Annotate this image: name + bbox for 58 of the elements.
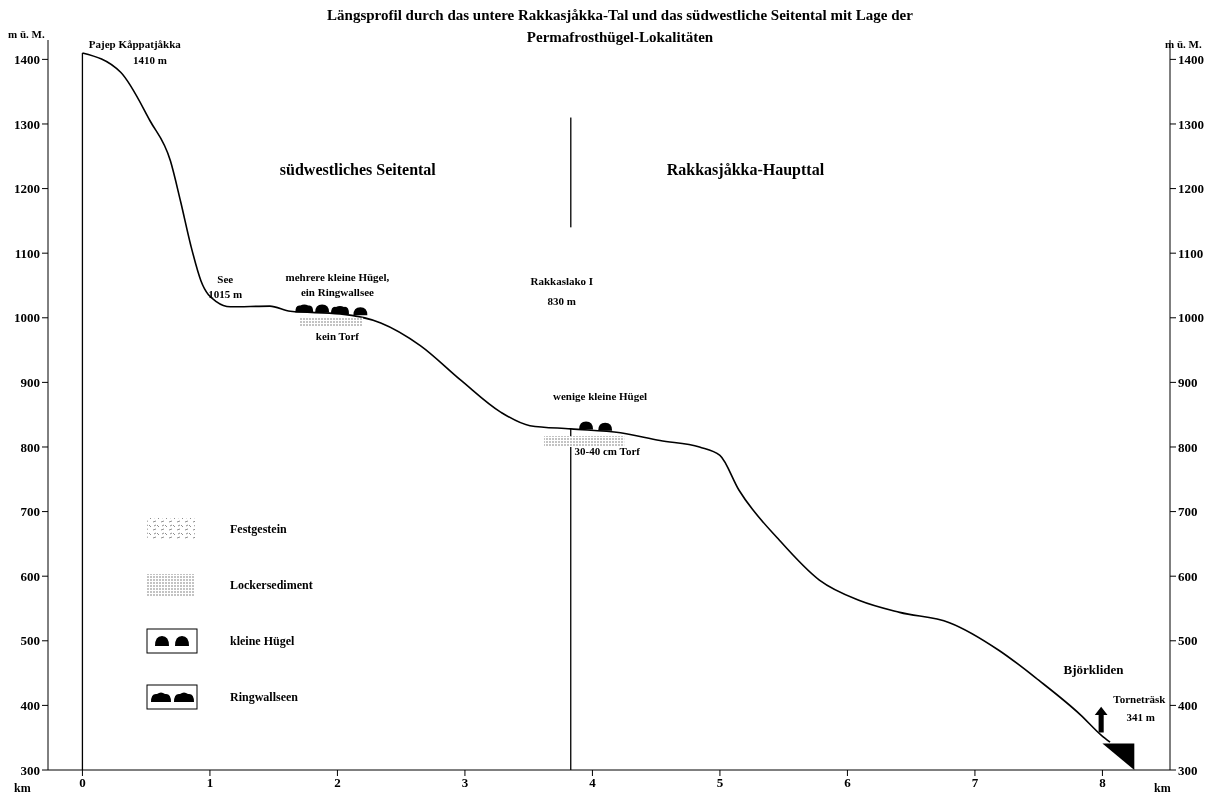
x-axis-title: km bbox=[1154, 781, 1171, 795]
annotation: Rakkaslako I bbox=[530, 274, 594, 287]
y2-axis-title: m ü. M. bbox=[1165, 38, 1202, 50]
y2-tick-label: 600 bbox=[1178, 568, 1198, 584]
y-tick-label: 1300 bbox=[14, 116, 40, 132]
annotation: wenige kleine Hügel bbox=[553, 390, 648, 403]
y-tick-label: 800 bbox=[20, 439, 40, 455]
annotation: Pajep Kåppatjåkka bbox=[88, 37, 182, 50]
x-tick-label: 2 bbox=[334, 775, 341, 791]
text: km bbox=[14, 781, 31, 795]
x-tick-label: 5 bbox=[716, 775, 724, 791]
annotation: 1015 m bbox=[208, 287, 243, 300]
x-tick-label: 4 bbox=[589, 775, 597, 791]
y-tick-label: 1200 bbox=[14, 181, 40, 197]
y2-tick-label: 300 bbox=[1178, 762, 1198, 778]
x-tick-label: 7 bbox=[971, 775, 979, 791]
y2-tick-label: 1200 bbox=[1178, 181, 1204, 197]
y-tick-label: 500 bbox=[20, 633, 40, 649]
y2-tick-label: 800 bbox=[1178, 439, 1198, 455]
annotation: kleine Hügel bbox=[230, 633, 295, 648]
annotation: See bbox=[217, 272, 234, 285]
chart-title: Längsprofil durch das untere Rakkasjåkka-Tal und das südwestliche Seitental mit Lage der Permafrosthügel-Lokalitäten bbox=[326, 6, 914, 47]
y-tick-label: 300 bbox=[20, 762, 40, 778]
y2-tick-label: 900 bbox=[1178, 375, 1198, 390]
annotation: südwestliches Seitental bbox=[279, 161, 437, 179]
y2-tick-label: 400 bbox=[1178, 698, 1198, 714]
annotation: mehrere kleine Hügel, bbox=[285, 270, 390, 283]
y-tick-label: 1000 bbox=[14, 310, 40, 326]
annotation: Torneträsk bbox=[1113, 692, 1167, 705]
annotation: kein Torf bbox=[315, 329, 360, 342]
annotation: Björkliden bbox=[1063, 662, 1125, 678]
annotation: 1410 m bbox=[133, 53, 167, 66]
x-tick-label: 3 bbox=[461, 775, 469, 791]
x-tick-label: 6 bbox=[844, 775, 852, 791]
annotation: 341 m bbox=[1126, 710, 1155, 723]
y2-tick-label: 1300 bbox=[1178, 116, 1204, 132]
x-tick-label: 0 bbox=[79, 775, 86, 791]
annotation: Rakkasjåkka-Haupttal bbox=[666, 161, 825, 180]
y2-tick-label: 1000 bbox=[1178, 310, 1204, 326]
annotation: Ringwallseen bbox=[230, 689, 299, 704]
annotation: 830 m bbox=[547, 294, 577, 307]
y2-tick-label: 1400 bbox=[1178, 52, 1204, 67]
x-tick-label: 8 bbox=[1099, 775, 1107, 791]
x-tick-label: 1 bbox=[206, 775, 214, 791]
y-tick-label: 400 bbox=[20, 698, 40, 714]
y2-tick-label: 500 bbox=[1178, 633, 1198, 649]
y-axis-title: m ü. M. bbox=[8, 28, 45, 40]
y-tick-label: 600 bbox=[20, 568, 40, 584]
annotation: ein Ringwallsee bbox=[300, 285, 375, 298]
y2-tick-label: 700 bbox=[1178, 504, 1198, 520]
y-tick-label: 900 bbox=[20, 375, 40, 390]
annotation: Festgestein bbox=[230, 521, 287, 536]
y2-tick-label: 1100 bbox=[1178, 245, 1204, 261]
annotation: Lockersediment bbox=[230, 577, 313, 592]
y-tick-label: 1400 bbox=[14, 52, 40, 67]
annotation: 30-40 cm Torf bbox=[574, 444, 641, 457]
y-tick-label: 700 bbox=[20, 504, 40, 520]
y-tick-label: 1100 bbox=[14, 245, 40, 261]
